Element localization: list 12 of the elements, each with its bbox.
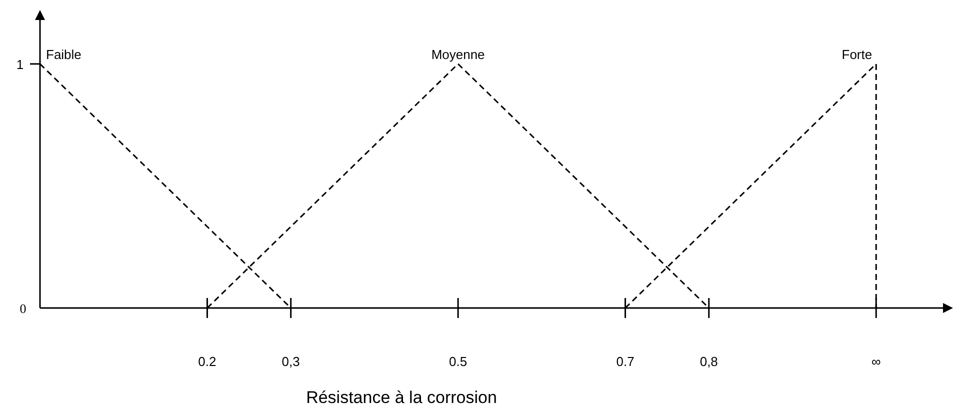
x-tick-label: 0,8 — [700, 354, 718, 369]
x-tick-label: 0.5 — [449, 354, 468, 369]
series-label: Faible — [46, 46, 82, 62]
x-tick-label: 0,3 — [282, 354, 300, 369]
y-tick-label: 0 — [20, 301, 26, 316]
x-axis-title: Résistance à la corrosion — [306, 388, 497, 407]
y-tick-label: 1 — [16, 56, 24, 72]
x-tick-label: 0.7 — [616, 354, 634, 369]
series-label: Forte — [842, 46, 872, 62]
series-label: Moyenne — [431, 46, 485, 62]
x-tick-label: ∞ — [871, 354, 881, 369]
x-tick-label: 0.2 — [198, 354, 216, 369]
